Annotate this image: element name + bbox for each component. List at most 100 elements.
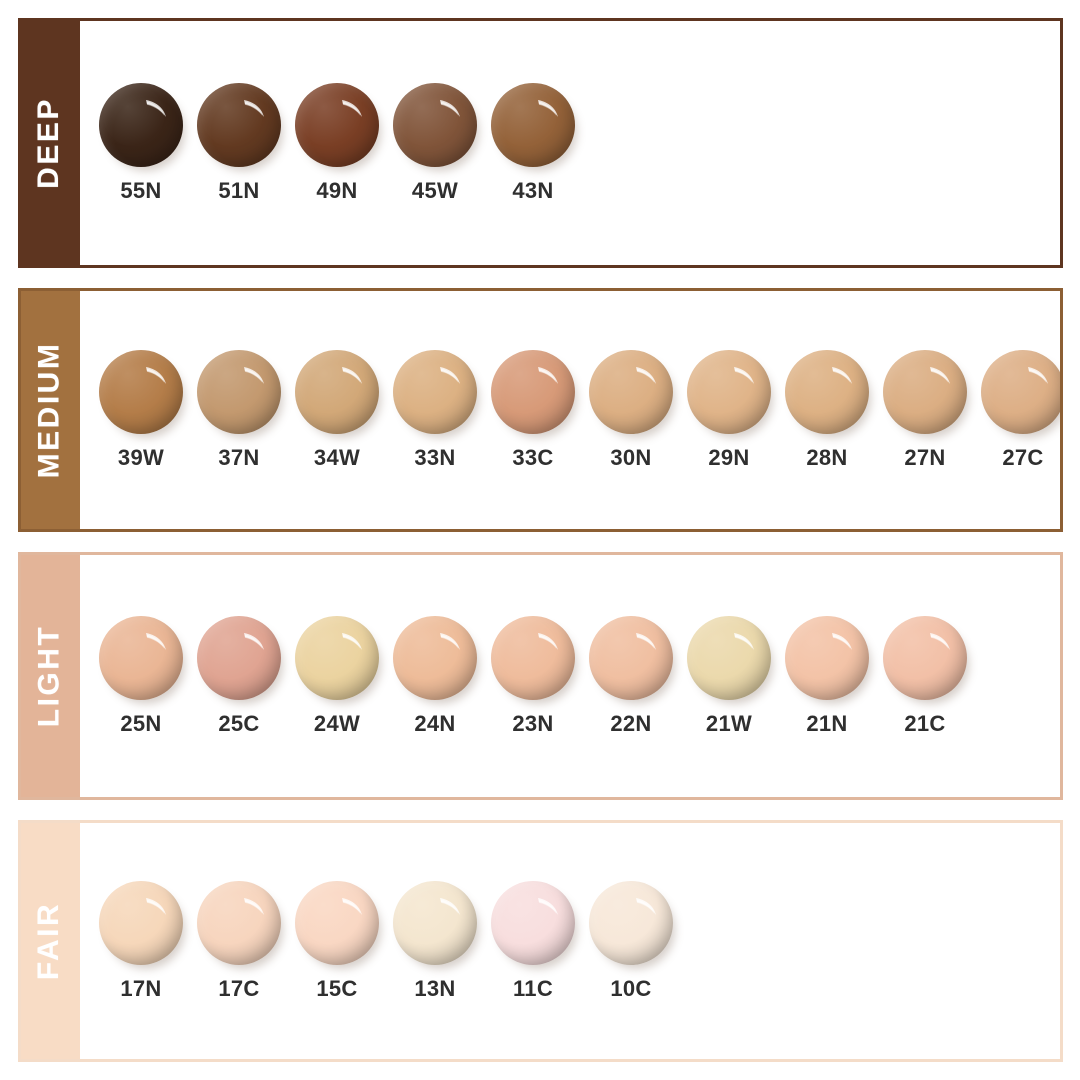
swatch-color-dot[interactable] [393, 881, 477, 966]
swatch-dot-wrap [589, 616, 673, 701]
shade-swatch[interactable]: 33C [484, 350, 582, 469]
shade-swatch[interactable]: 33N [386, 350, 484, 469]
swatch-color-dot[interactable] [393, 83, 477, 168]
shade-swatch[interactable]: 27N [876, 350, 974, 469]
swatch-dot-wrap [491, 350, 575, 435]
shade-swatch[interactable]: 24W [288, 616, 386, 735]
shade-code-label: 21W [705, 711, 753, 737]
shade-swatch[interactable]: 37N [190, 350, 288, 469]
shade-code-label: 33C [512, 445, 554, 471]
swatch-color-dot[interactable] [589, 350, 673, 435]
swatch-color-dot[interactable] [687, 616, 771, 701]
section-tab-label: FAIR [32, 901, 65, 980]
shade-swatch[interactable]: 49N [288, 83, 386, 202]
shade-swatch[interactable]: 23N [484, 616, 582, 735]
shade-swatch[interactable]: 55N [92, 83, 190, 202]
shade-swatch[interactable]: 13N [386, 881, 484, 1000]
section-tab-label: LIGHT [32, 624, 65, 728]
shade-swatch[interactable]: 51N [190, 83, 288, 202]
section-tab-deep: DEEP [21, 20, 80, 265]
swatch-color-dot[interactable] [883, 350, 967, 435]
swatch-color-dot[interactable] [197, 616, 281, 701]
swatch-color-dot[interactable] [99, 616, 183, 701]
shade-code-label: 45W [411, 178, 459, 204]
shade-code-label: 51N [218, 178, 260, 204]
swatch-dot-wrap [393, 350, 477, 435]
shade-code-label: 17C [218, 976, 260, 1002]
swatch-color-dot[interactable] [883, 616, 967, 701]
shade-section-fair: FAIR 17N 17C 15C 13N 11C 10C [18, 819, 1063, 1062]
section-tab-medium: MEDIUM [21, 290, 80, 530]
shade-swatch[interactable]: 34W [288, 350, 386, 469]
shade-swatch[interactable]: 17N [92, 881, 190, 1000]
shade-swatch[interactable]: 29N [680, 350, 778, 469]
swatch-dot-wrap [589, 881, 673, 966]
swatch-dot-wrap [981, 350, 1060, 435]
swatch-dot-wrap [295, 83, 379, 168]
shade-code-label: 15C [316, 976, 358, 1002]
shade-code-label: 34W [313, 445, 361, 471]
swatch-color-dot[interactable] [393, 616, 477, 701]
swatch-color-dot[interactable] [295, 350, 379, 435]
swatch-color-dot[interactable] [981, 350, 1060, 435]
shade-swatch[interactable]: 39W [92, 350, 190, 469]
shade-code-label: 24N [414, 711, 456, 737]
shade-swatch[interactable]: 25N [92, 616, 190, 735]
swatch-row-deep: 55N 51N 49N 45W 43N [80, 21, 1060, 265]
swatch-color-dot[interactable] [785, 616, 869, 701]
swatch-dot-wrap [883, 616, 967, 701]
swatch-color-dot[interactable] [687, 350, 771, 435]
shade-swatch[interactable]: 21N [778, 616, 876, 735]
swatch-dot-wrap [295, 350, 379, 435]
swatch-dot-wrap [99, 616, 183, 701]
shade-code-label: 43N [512, 178, 554, 204]
shade-swatch[interactable]: 24N [386, 616, 484, 735]
swatch-color-dot[interactable] [295, 83, 379, 168]
shade-swatch[interactable]: 10C [582, 881, 680, 1000]
swatch-color-dot[interactable] [295, 881, 379, 966]
swatch-dot-wrap [99, 881, 183, 966]
swatch-dot-wrap [295, 616, 379, 701]
shade-code-label: 28N [806, 445, 848, 471]
shade-swatch[interactable]: 21C [876, 616, 974, 735]
shade-code-label: 24W [313, 711, 361, 737]
shade-swatch[interactable]: 28N [778, 350, 876, 469]
shade-section-medium: MEDIUM 39W 37N 34W 33N 33C 30N 29N 28N 27N 27C [18, 287, 1063, 532]
swatch-dot-wrap [491, 616, 575, 701]
swatch-dot-wrap [687, 616, 771, 701]
swatch-dot-wrap [491, 83, 575, 168]
swatch-color-dot[interactable] [197, 881, 281, 966]
shade-swatch[interactable]: 22N [582, 616, 680, 735]
swatch-color-dot[interactable] [197, 83, 281, 168]
shade-swatch[interactable]: 30N [582, 350, 680, 469]
swatch-color-dot[interactable] [491, 616, 575, 701]
shade-code-label: 17N [120, 976, 162, 1002]
shade-swatch[interactable]: 45W [386, 83, 484, 202]
shade-swatch[interactable]: 25C [190, 616, 288, 735]
shade-section-deep: DEEP 55N 51N 49N 45W 43N [18, 18, 1063, 268]
swatch-color-dot[interactable] [491, 881, 575, 966]
swatch-color-dot[interactable] [295, 616, 379, 701]
shade-swatch[interactable]: 43N [484, 83, 582, 202]
swatch-color-dot[interactable] [785, 350, 869, 435]
shade-swatch[interactable]: 15C [288, 881, 386, 1000]
swatch-color-dot[interactable] [589, 881, 673, 966]
swatch-color-dot[interactable] [491, 83, 575, 168]
swatch-color-dot[interactable] [197, 350, 281, 435]
shade-code-label: 49N [316, 178, 358, 204]
shade-code-label: 10C [610, 976, 652, 1002]
swatch-dot-wrap [197, 83, 281, 168]
shade-code-label: 27N [904, 445, 946, 471]
shade-swatch[interactable]: 11C [484, 881, 582, 1000]
shade-code-label: 23N [512, 711, 554, 737]
shade-swatch[interactable]: 21W [680, 616, 778, 735]
swatch-color-dot[interactable] [99, 350, 183, 435]
swatch-color-dot[interactable] [99, 83, 183, 168]
swatch-color-dot[interactable] [393, 350, 477, 435]
shade-swatch[interactable]: 27C [974, 350, 1060, 469]
swatch-color-dot[interactable] [589, 616, 673, 701]
swatch-color-dot[interactable] [99, 881, 183, 966]
shade-swatch[interactable]: 17C [190, 881, 288, 1000]
swatch-color-dot[interactable] [491, 350, 575, 435]
